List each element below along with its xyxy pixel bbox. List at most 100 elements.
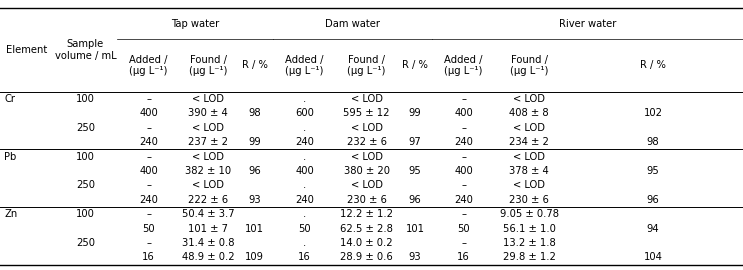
Text: 100: 100 <box>76 151 95 162</box>
Text: 31.4 ± 0.8: 31.4 ± 0.8 <box>182 238 234 248</box>
Text: 400: 400 <box>454 166 473 176</box>
Text: 595 ± 12: 595 ± 12 <box>343 108 390 119</box>
Text: Added /
(µg L⁻¹): Added / (µg L⁻¹) <box>129 55 168 76</box>
Text: 101: 101 <box>406 224 424 234</box>
Text: 400: 400 <box>139 166 158 176</box>
Text: .: . <box>303 123 306 133</box>
Text: –: – <box>146 151 151 162</box>
Text: 14.0 ± 0.2: 14.0 ± 0.2 <box>340 238 393 248</box>
Text: 29.8 ± 1.2: 29.8 ± 1.2 <box>502 252 556 262</box>
Text: 101 ± 7: 101 ± 7 <box>188 224 228 234</box>
Text: 99: 99 <box>409 108 421 119</box>
Text: 240: 240 <box>295 195 314 205</box>
Text: 390 ± 4: 390 ± 4 <box>188 108 228 119</box>
Text: R / %: R / % <box>640 60 666 70</box>
Text: 600: 600 <box>295 108 314 119</box>
Text: Zn: Zn <box>4 209 18 219</box>
Text: 230 ± 6: 230 ± 6 <box>347 195 386 205</box>
Text: Added /
(µg L⁻¹): Added / (µg L⁻¹) <box>285 55 324 76</box>
Text: R / %: R / % <box>402 60 428 70</box>
Text: 12.2 ± 1.2: 12.2 ± 1.2 <box>340 209 393 219</box>
Text: Element: Element <box>6 45 48 55</box>
Text: Tap water: Tap water <box>172 19 219 29</box>
Text: 234 ± 2: 234 ± 2 <box>509 137 549 147</box>
Text: 95: 95 <box>646 166 660 176</box>
Text: 240: 240 <box>139 137 158 147</box>
Text: 93: 93 <box>249 195 261 205</box>
Text: 230 ± 6: 230 ± 6 <box>509 195 549 205</box>
Text: –: – <box>461 94 466 104</box>
Text: 382 ± 10: 382 ± 10 <box>185 166 231 176</box>
Text: 93: 93 <box>409 252 421 262</box>
Text: –: – <box>146 238 151 248</box>
Text: 98: 98 <box>647 137 659 147</box>
Text: 96: 96 <box>248 166 262 176</box>
Text: 95: 95 <box>409 166 421 176</box>
Text: 50: 50 <box>299 224 311 234</box>
Text: < LOD: < LOD <box>351 94 383 104</box>
Text: –: – <box>461 238 466 248</box>
Text: < LOD: < LOD <box>351 123 383 133</box>
Text: 222 ± 6: 222 ± 6 <box>188 195 228 205</box>
Text: 96: 96 <box>409 195 421 205</box>
Text: 48.9 ± 0.2: 48.9 ± 0.2 <box>182 252 234 262</box>
Text: R / %: R / % <box>242 60 267 70</box>
Text: –: – <box>146 209 151 219</box>
Text: 96: 96 <box>646 195 660 205</box>
Text: 16: 16 <box>142 252 155 262</box>
Text: 400: 400 <box>139 108 158 119</box>
Text: Found /
(µg L⁻¹): Found / (µg L⁻¹) <box>348 55 386 76</box>
Text: 237 ± 2: 237 ± 2 <box>188 137 228 147</box>
Text: 232 ± 6: 232 ± 6 <box>347 137 386 147</box>
Text: –: – <box>146 123 151 133</box>
Text: 56.1 ± 1.0: 56.1 ± 1.0 <box>502 224 556 234</box>
Text: 62.5 ± 2.8: 62.5 ± 2.8 <box>340 224 393 234</box>
Text: .: . <box>303 180 306 190</box>
Text: Dam water: Dam water <box>325 19 380 29</box>
Text: 250: 250 <box>76 123 95 133</box>
Text: < LOD: < LOD <box>351 180 383 190</box>
Text: < LOD: < LOD <box>513 180 545 190</box>
Text: 250: 250 <box>76 180 95 190</box>
Text: 240: 240 <box>454 195 473 205</box>
Text: 240: 240 <box>454 137 473 147</box>
Text: < LOD: < LOD <box>192 180 224 190</box>
Text: –: – <box>461 209 466 219</box>
Text: 109: 109 <box>245 252 265 262</box>
Text: .: . <box>303 151 306 162</box>
Text: 50.4 ± 3.7: 50.4 ± 3.7 <box>182 209 234 219</box>
Text: 50: 50 <box>458 224 470 234</box>
Text: Cr: Cr <box>4 94 16 104</box>
Text: 378 ± 4: 378 ± 4 <box>509 166 549 176</box>
Text: 101: 101 <box>245 224 265 234</box>
Text: < LOD: < LOD <box>513 94 545 104</box>
Text: < LOD: < LOD <box>351 151 383 162</box>
Text: River water: River water <box>559 19 617 29</box>
Text: 98: 98 <box>249 108 261 119</box>
Text: –: – <box>146 180 151 190</box>
Text: –: – <box>146 94 151 104</box>
Text: 400: 400 <box>295 166 314 176</box>
Text: Sample
volume / mL: Sample volume / mL <box>55 39 116 61</box>
Text: 97: 97 <box>409 137 421 147</box>
Text: –: – <box>461 123 466 133</box>
Text: 99: 99 <box>248 137 262 147</box>
Text: < LOD: < LOD <box>513 123 545 133</box>
Text: 408 ± 8: 408 ± 8 <box>509 108 549 119</box>
Text: < LOD: < LOD <box>513 151 545 162</box>
Text: 104: 104 <box>643 252 663 262</box>
Text: –: – <box>461 180 466 190</box>
Text: 240: 240 <box>139 195 158 205</box>
Text: 50: 50 <box>143 224 155 234</box>
Text: .: . <box>303 238 306 248</box>
Text: Found /
(µg L⁻¹): Found / (µg L⁻¹) <box>510 55 548 76</box>
Text: 400: 400 <box>454 108 473 119</box>
Text: 16: 16 <box>298 252 311 262</box>
Text: 28.9 ± 0.6: 28.9 ± 0.6 <box>340 252 393 262</box>
Text: 100: 100 <box>76 94 95 104</box>
Text: < LOD: < LOD <box>192 123 224 133</box>
Text: .: . <box>303 94 306 104</box>
Text: 100: 100 <box>76 209 95 219</box>
Text: –: – <box>461 151 466 162</box>
Text: 240: 240 <box>295 137 314 147</box>
